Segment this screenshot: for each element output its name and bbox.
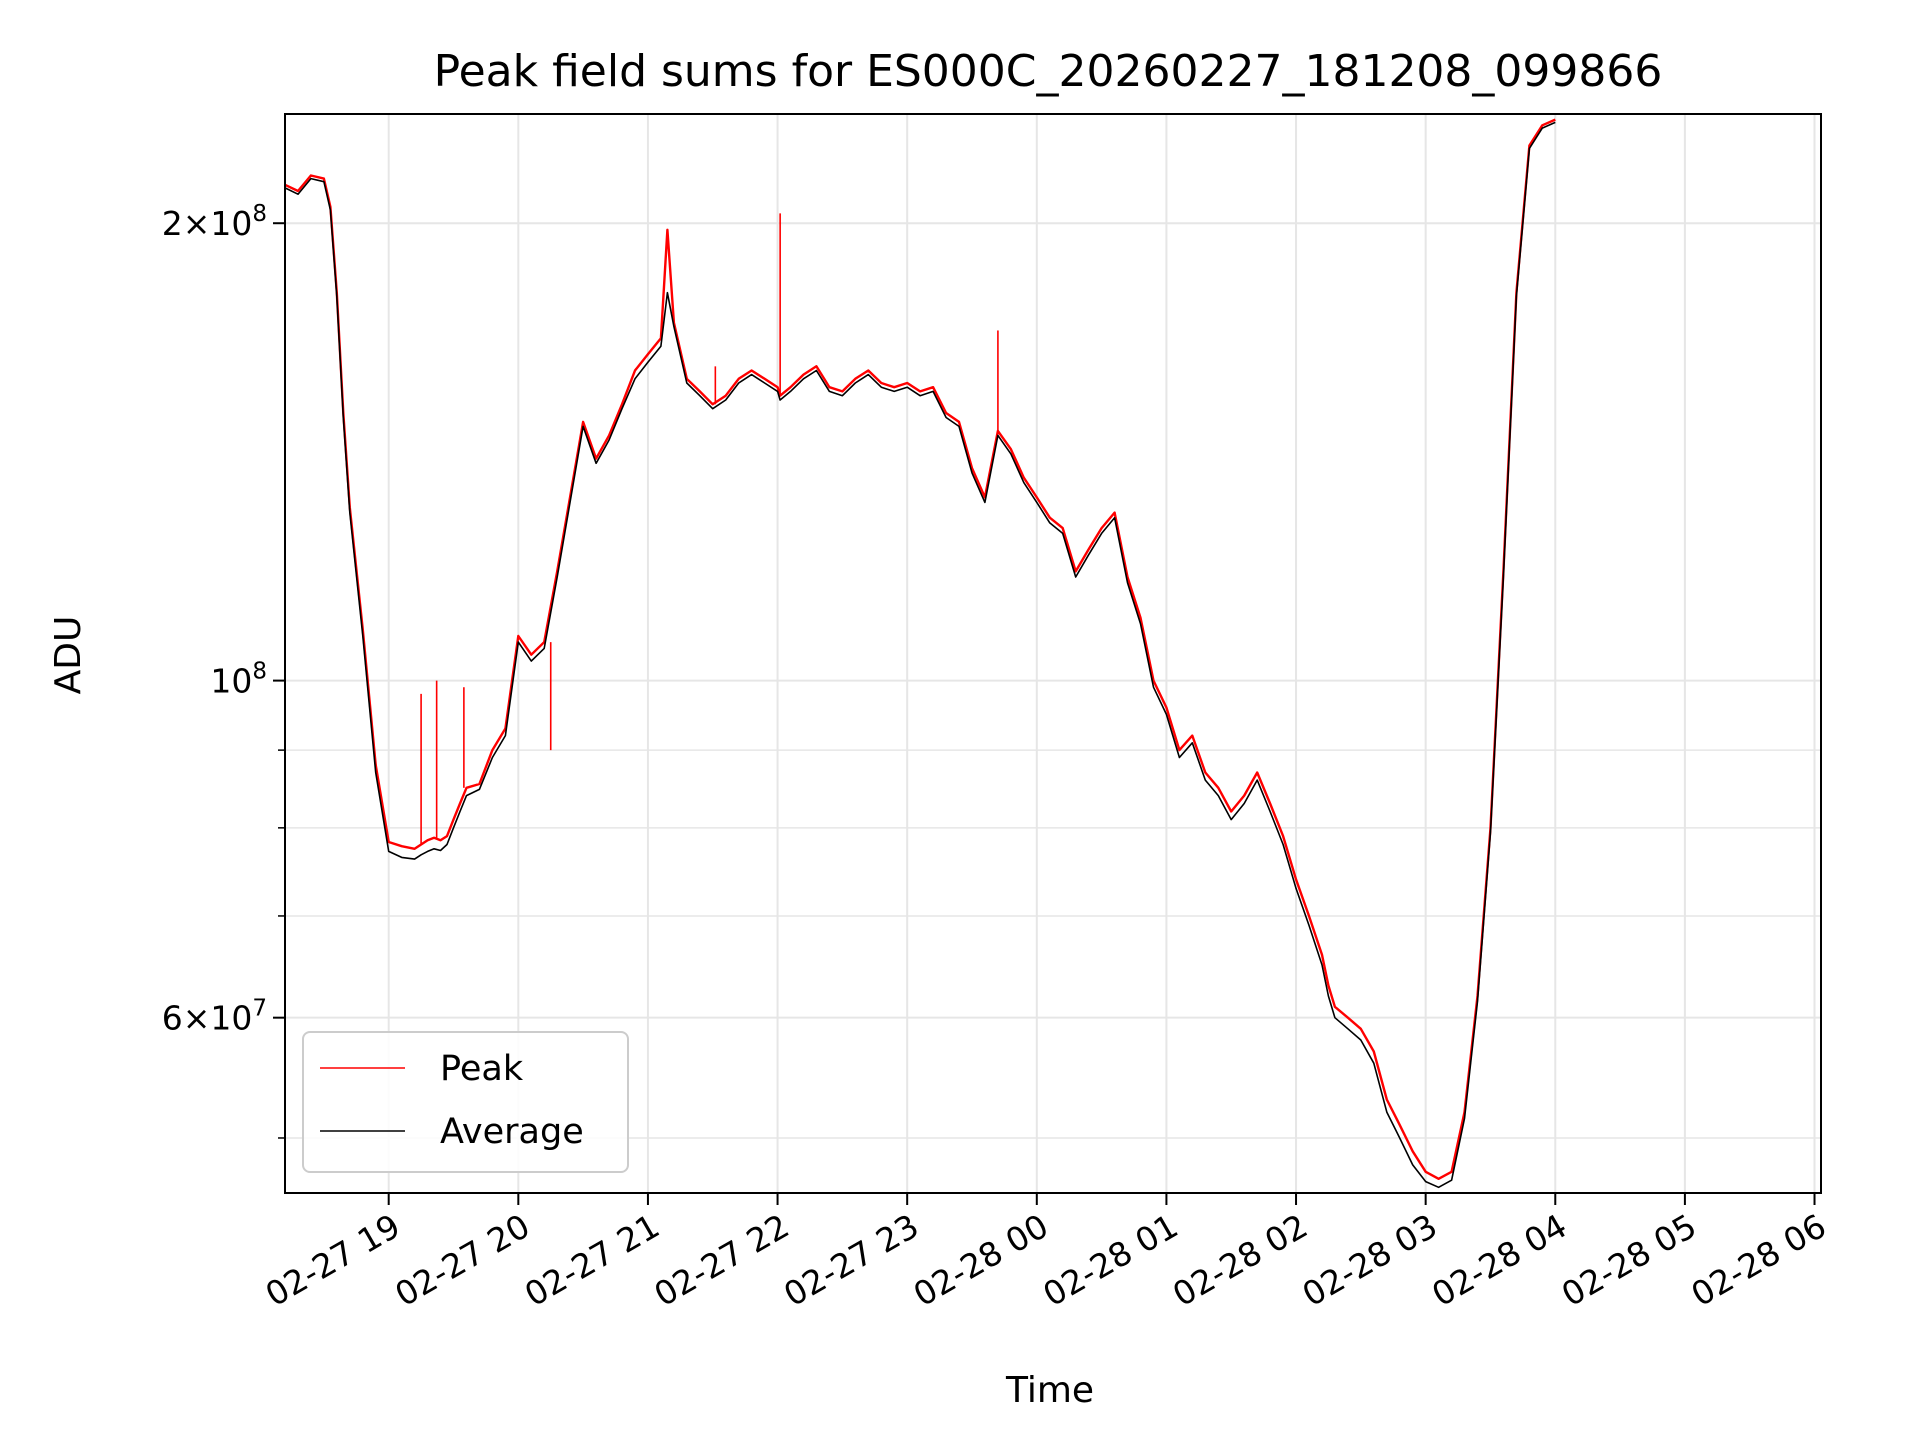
series-line-peak	[284, 118, 1556, 1181]
legend-peak-label: Peak	[440, 1049, 524, 1089]
legend-average-label: Average	[440, 1112, 584, 1152]
series-lines	[284, 118, 1556, 1189]
y-tick-label: 2×108	[162, 201, 267, 243]
y-axis-label: ADU	[48, 616, 89, 695]
legend-box	[302, 1031, 629, 1173]
plot-frame	[284, 113, 1822, 1194]
legend: Peak Average	[302, 1031, 629, 1173]
grid-lines	[285, 114, 1821, 1193]
chart-title: Peak field sums for ES000C_20260227_1812…	[434, 46, 1663, 97]
y-tick-label: 6×107	[162, 996, 267, 1038]
x-axis-label: Time	[1005, 1370, 1094, 1411]
series-line-average	[284, 121, 1556, 1189]
y-tick-label: 108	[210, 659, 267, 701]
y-axis-ticks: 6×107 108 2×108	[162, 201, 285, 1139]
